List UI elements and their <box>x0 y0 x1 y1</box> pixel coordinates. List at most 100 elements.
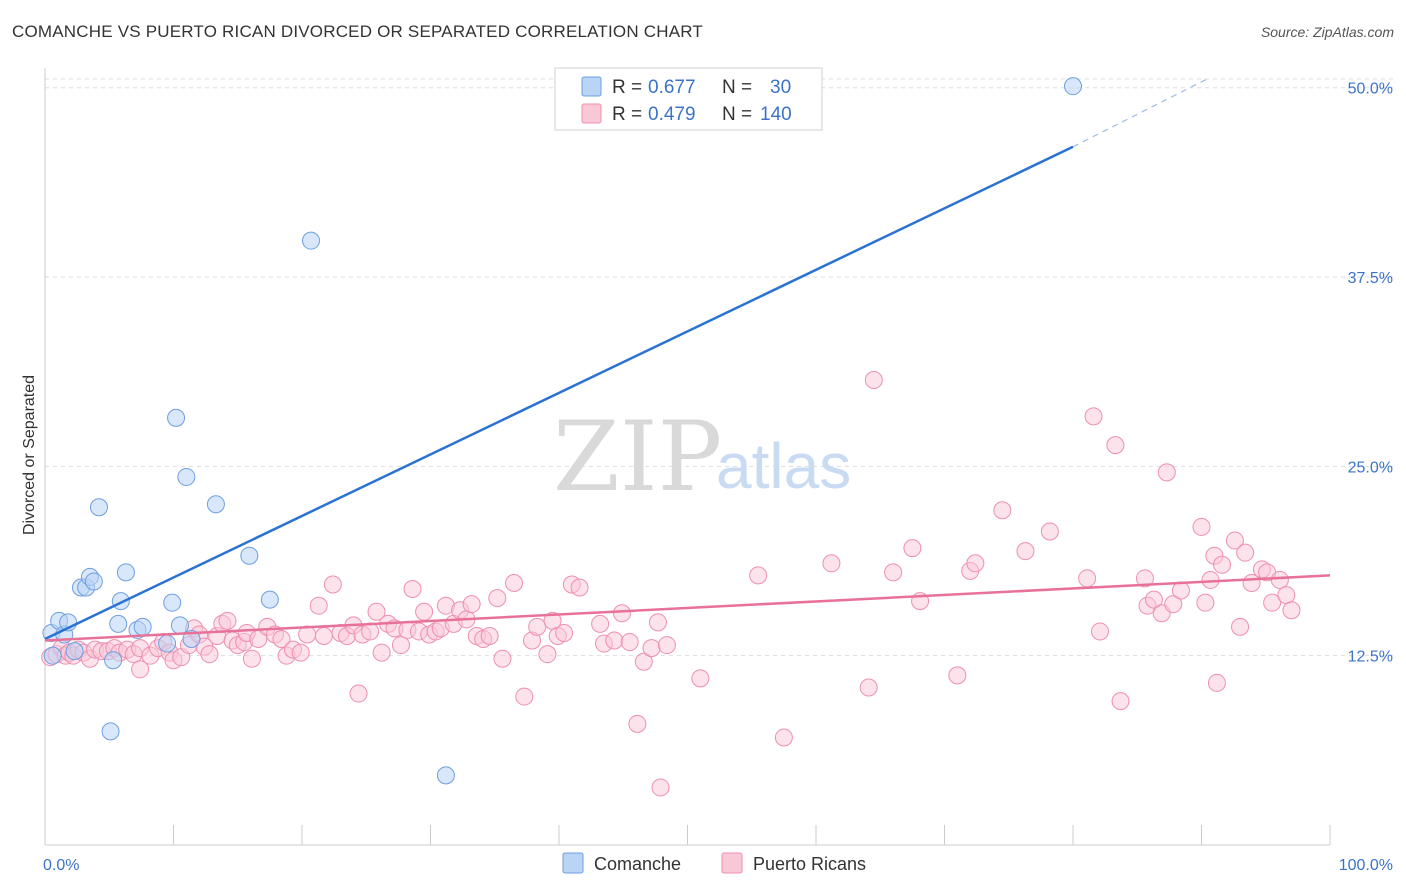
comanche-trend-line <box>44 145 1074 641</box>
puerto-ricans-point-75 <box>493 649 512 668</box>
y-axis-label: Divorced or Separated <box>21 375 38 535</box>
puerto-ricans-point-94 <box>648 613 667 632</box>
bottom-legend-swatch-comanche <box>562 852 584 874</box>
bottom-legend-comanche: Comanche <box>594 854 681 874</box>
puerto-ricans-point-119 <box>1144 590 1163 609</box>
comanche-point-1 <box>43 646 62 665</box>
puerto-ricans-point-77 <box>515 687 534 706</box>
puerto-ricans-point-17 <box>131 660 150 679</box>
legend-n-label-2: N = <box>722 104 752 125</box>
puerto-ricans-point-62 <box>415 602 434 621</box>
source-label: Source: ZipAtlas.com <box>1260 24 1394 40</box>
legend-r-label-2: R = <box>612 104 642 125</box>
puerto-ricans-point-108 <box>966 554 985 573</box>
puerto-ricans-point-131 <box>1231 617 1250 636</box>
puerto-ricans-point-100 <box>822 554 841 573</box>
legend-n-label-1: N = <box>722 77 752 98</box>
chart-title: COMANCHE VS PUERTO RICAN DIVORCED OR SEP… <box>12 22 704 41</box>
puerto-ricans-point-47 <box>323 575 342 594</box>
x-tick-label-1: 100.0% <box>1339 857 1393 874</box>
puerto-ricans-point-124 <box>1192 517 1211 536</box>
comanche-point-21 <box>170 616 189 635</box>
puerto-ricans-point-116 <box>1111 692 1130 711</box>
puerto-ricans-point-90 <box>620 633 639 652</box>
grid-lines <box>45 78 1393 657</box>
legend-n-value-1: 30 <box>770 77 791 98</box>
puerto-ricans-point-60 <box>403 580 422 599</box>
puerto-ricans-point-98 <box>749 566 768 585</box>
comanche-point-11 <box>101 722 120 741</box>
puerto-ricans-point-136 <box>1263 593 1282 612</box>
puerto-ricans-point-55 <box>372 643 391 662</box>
puerto-ricans-point-117 <box>1135 569 1154 588</box>
puerto-ricans-point-115 <box>1106 436 1125 455</box>
puerto-ricans-point-99 <box>774 728 793 747</box>
puerto-ricans-point-83 <box>555 623 574 642</box>
comanche-point-17 <box>133 617 152 636</box>
comanche-trend-extension <box>1072 78 1209 148</box>
comanche-point-25 <box>240 546 259 565</box>
y-tick-label-0: 12.5% <box>1348 649 1393 666</box>
y-tick-label-1: 25.0% <box>1348 459 1393 476</box>
puerto-ricans-trend-line <box>44 574 1331 642</box>
comanche-point-12 <box>104 651 123 670</box>
puerto-ricans-point-70 <box>462 595 481 614</box>
puerto-ricans-point-95 <box>651 778 670 797</box>
puerto-ricans-point-93 <box>642 639 661 658</box>
puerto-ricans-point-85 <box>570 578 589 597</box>
puerto-ricans-point-110 <box>1016 542 1035 561</box>
puerto-ricans-point-51 <box>349 684 368 703</box>
puerto-ricans-point-89 <box>612 604 631 623</box>
puerto-ricans-point-123 <box>1171 581 1190 600</box>
comanche-point-29 <box>1064 77 1082 96</box>
comanche-point-27 <box>301 231 320 250</box>
x-tick-label-0: 0.0% <box>43 857 79 874</box>
watermark-atlas: atlas <box>716 430 851 502</box>
puerto-ricans-point-128 <box>1207 673 1226 692</box>
comanche-point-23 <box>182 630 201 649</box>
y-tick-label-3: 50.0% <box>1348 81 1393 98</box>
legend-n-value-2: 140 <box>760 104 792 125</box>
puerto-ricans-point-46 <box>314 626 333 645</box>
comanche-point-26 <box>260 590 279 609</box>
puerto-ricans-point-112 <box>1078 569 1097 588</box>
comanche-point-9 <box>84 572 103 591</box>
comanche-point-28 <box>436 766 455 785</box>
legend-r-label-1: R = <box>612 77 642 98</box>
puerto-ricans-point-88 <box>605 631 624 650</box>
puerto-ricans-point-103 <box>884 563 903 582</box>
comanche-point-22 <box>177 467 196 486</box>
puerto-ricans-point-101 <box>859 678 878 697</box>
puerto-ricans-point-139 <box>1282 601 1301 620</box>
puerto-ricans-point-122 <box>1164 595 1183 614</box>
legend-r-value-2: 0.479 <box>648 104 696 125</box>
puerto-ricans-point-106 <box>948 666 967 685</box>
puerto-ricans-point-96 <box>657 636 676 655</box>
comanche-point-18 <box>158 634 177 653</box>
puerto-ricans-point-132 <box>1236 543 1255 562</box>
puerto-ricans-point-73 <box>480 626 499 645</box>
bottom-legend-puerto-ricans: Puerto Ricans <box>753 854 866 874</box>
puerto-ricans-point-91 <box>628 714 647 733</box>
puerto-ricans-point-92 <box>634 652 653 671</box>
puerto-ricans-point-36 <box>242 649 261 668</box>
comanche-point-24 <box>206 495 225 514</box>
comanche-point-19 <box>163 593 182 612</box>
legend: R = 0.677 N = 30 R = 0.479 N = 140 <box>554 67 823 131</box>
comanche-point-10 <box>89 498 108 517</box>
watermark-zip: ZIP <box>553 401 722 513</box>
puerto-ricans-point-109 <box>993 501 1012 520</box>
comanche-point-15 <box>116 563 135 582</box>
puerto-ricans-point-121 <box>1157 463 1176 482</box>
puerto-ricans-point-114 <box>1090 622 1109 641</box>
puerto-ricans-point-40 <box>272 630 291 649</box>
puerto-ricans-point-43 <box>291 643 310 662</box>
puerto-ricans-point-130 <box>1225 531 1244 550</box>
legend-swatch-comanche <box>581 76 602 97</box>
puerto-ricans-point-54 <box>367 602 386 621</box>
watermark: ZIP atlas <box>553 401 851 513</box>
axes <box>44 68 1331 846</box>
puerto-ricans-point-97 <box>691 669 710 688</box>
puerto-ricans-point-125 <box>1196 593 1215 612</box>
